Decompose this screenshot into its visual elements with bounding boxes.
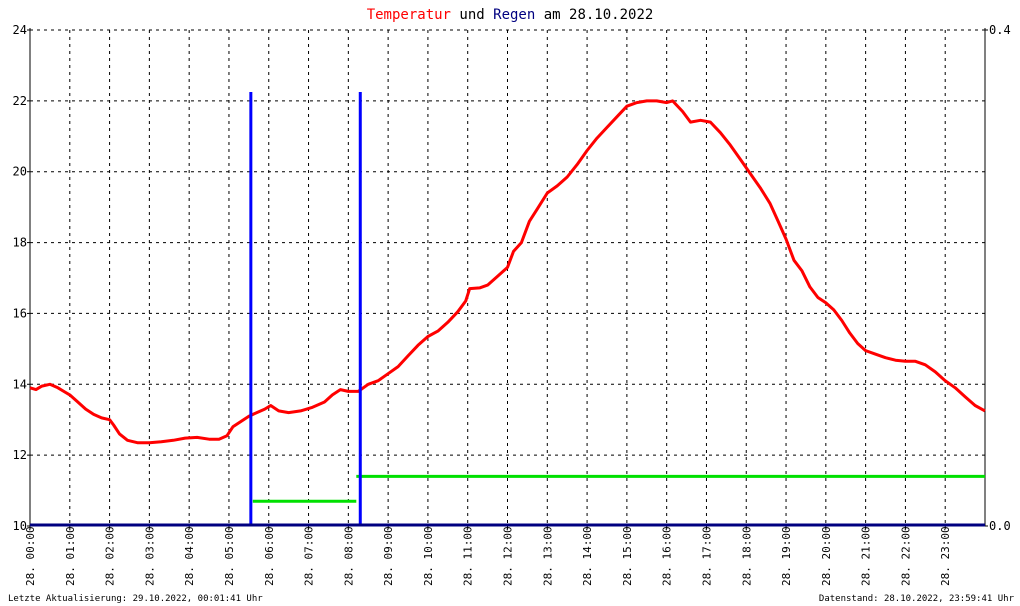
tick-labels: 10 12 14 16 18 20 22 24 0.0 0.4 28. 00:00 28. 01:00…	[13, 23, 1011, 586]
chart-title-text: Temperatur und Regen am 28.10.2022	[367, 7, 654, 23]
x-tick-label: 28. 09:00	[382, 526, 395, 586]
y-left-tick-label: 20	[13, 165, 27, 179]
x-tick-label: 28. 16:00	[661, 526, 674, 586]
x-tick-label: 28. 01:00	[64, 526, 77, 586]
x-tick-label: 28. 05:00	[223, 526, 236, 586]
x-tick-label: 28. 18:00	[740, 526, 753, 586]
x-tick-label: 28. 08:00	[342, 526, 355, 586]
x-tick-label: 28. 02:00	[104, 526, 117, 586]
title-part-3: am 28.10.2022	[535, 7, 653, 23]
x-tick-label: 28. 20:00	[820, 526, 833, 586]
temperature-line	[29, 99, 986, 445]
x-tick-label: 28. 21:00	[860, 526, 873, 586]
x-tick-label: 28. 14:00	[581, 526, 594, 586]
x-tick-label: 28. 12:00	[502, 526, 515, 586]
y-left-tick-label: 10	[13, 519, 27, 533]
x-tick-label: 28. 17:00	[700, 526, 713, 586]
title-part-1: und	[451, 7, 493, 23]
x-tick-label: 28. 11:00	[462, 526, 475, 586]
title-part-0: Temperatur	[367, 7, 451, 23]
x-tick-label: 28. 07:00	[303, 526, 316, 586]
y-right-tick-label: 0.4	[989, 23, 1011, 37]
y-left-tick-label: 12	[13, 448, 27, 462]
y-left-tick-label: 22	[13, 94, 27, 108]
footer-data-status: Datenstand: 28.10.2022, 23:59:41 Uhr	[819, 594, 1015, 604]
title-part-2: Regen	[493, 7, 535, 23]
x-tick-label: 28. 04:00	[183, 526, 196, 586]
axes	[27, 28, 988, 529]
grid	[30, 29, 985, 526]
chart-title: Temperatur und Regen am 28.10.2022	[367, 7, 654, 23]
x-tick-label: 28. 03:00	[143, 526, 156, 586]
y-left-tick-label: 18	[13, 236, 27, 250]
footer: Letzte Aktualisierung: 29.10.2022, 00:01…	[8, 594, 1015, 604]
y-right-tick-label: 0.0	[989, 519, 1011, 533]
footer-last-update: Letzte Aktualisierung: 29.10.2022, 00:01…	[8, 594, 263, 604]
y-left-tick-label: 14	[13, 377, 27, 391]
x-tick-label: 28. 06:00	[263, 526, 276, 586]
y-left-tick-label: 24	[13, 23, 27, 37]
y-left-tick-label: 16	[13, 306, 27, 320]
x-tick-label: 28. 15:00	[621, 526, 634, 586]
x-tick-label: 28. 23:00	[939, 526, 952, 586]
series	[29, 92, 986, 527]
x-tick-label: 28. 00:00	[24, 526, 37, 586]
x-tick-label: 28. 22:00	[899, 526, 912, 586]
x-tick-label: 28. 13:00	[541, 526, 554, 586]
x-tick-label: 28. 19:00	[780, 526, 793, 586]
x-tick-label: 28. 10:00	[422, 526, 435, 586]
